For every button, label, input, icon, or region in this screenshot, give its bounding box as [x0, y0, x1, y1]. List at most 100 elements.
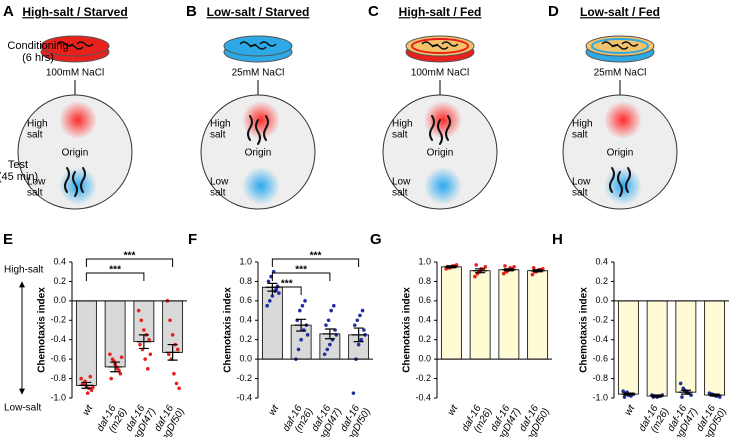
data-point: [303, 299, 307, 303]
worm: [76, 41, 94, 47]
low-salt-label: salt: [392, 188, 408, 199]
data-point: [118, 371, 123, 376]
origin-label: Origin: [427, 148, 454, 159]
y-tick-label: -0.2: [592, 315, 608, 325]
low-salt-label: Low: [392, 177, 411, 188]
y-tick-label: 0.2: [418, 334, 431, 344]
data-point: [147, 337, 151, 342]
significance-label: ***: [109, 265, 121, 276]
y-tick-label: -1.0: [592, 392, 608, 402]
error-bar: [650, 394, 665, 398]
test-plate: [200, 94, 316, 210]
low-salt-label: Low: [27, 177, 46, 188]
data-point: [530, 272, 535, 277]
y-tick-label: -0.4: [415, 392, 431, 402]
y-tick-label: -0.4: [50, 334, 66, 344]
error-bar: [707, 393, 722, 397]
bar: [646, 300, 668, 397]
worm: [64, 167, 70, 193]
y-tick-label: 0.4: [239, 315, 252, 325]
high-salt-label: High: [572, 119, 593, 130]
y-tick-label: -0.6: [592, 354, 608, 364]
nacl-label: 100mM NaCl: [46, 68, 104, 79]
worm: [263, 115, 269, 141]
side-label: High-salt: [4, 265, 44, 276]
data-point: [170, 333, 175, 337]
high-salt-spot: [242, 101, 280, 139]
data-point: [265, 303, 269, 308]
worm: [259, 41, 277, 47]
y-tick-label: 0.8: [239, 276, 252, 286]
worm: [429, 115, 435, 141]
data-point: [503, 264, 507, 268]
data-point: [355, 318, 360, 323]
high-salt-label: High: [27, 119, 48, 130]
bar: [617, 300, 639, 395]
y-axis-label: Chemotaxis index: [223, 287, 234, 373]
data-point: [329, 308, 333, 313]
origin-label: Origin: [607, 148, 634, 159]
data-point: [356, 342, 361, 347]
data-point: [483, 265, 488, 269]
y-tick-label: 0.0: [239, 354, 252, 364]
data-point: [85, 391, 90, 395]
dish-rim: [591, 38, 649, 54]
x-tick-label: daf-16 (m26): [95, 401, 130, 437]
bar: [469, 270, 491, 360]
bar: [527, 270, 549, 360]
y-axis-label: Chemotaxis index: [402, 287, 413, 373]
data-point: [298, 308, 302, 313]
data-point: [305, 333, 310, 337]
side-label: Low-salt: [4, 403, 41, 414]
row-label: (6 hrs): [22, 52, 54, 64]
panel-letter: E: [3, 231, 13, 248]
row-label: (45 min): [0, 171, 38, 183]
data-point: [322, 352, 327, 357]
x-tick-label: daf-16 (m26): [460, 401, 495, 437]
worm: [625, 167, 631, 193]
data-point: [136, 308, 141, 313]
low-salt-label: salt: [210, 188, 226, 199]
data-point: [326, 318, 331, 323]
y-tick-label: -0.2: [236, 373, 252, 383]
y-tick-label: -0.6: [50, 354, 66, 364]
bar: [261, 286, 283, 360]
panel-title: Low-salt / Fed: [580, 5, 660, 19]
test-plate: [562, 94, 678, 210]
significance-bracket: [271, 272, 331, 281]
y-tick-label: -0.4: [592, 334, 608, 344]
worm: [445, 115, 451, 141]
x-tick-label: daf-16 (m26): [637, 401, 672, 437]
high-salt-label: salt: [27, 130, 43, 141]
y-tick-label: -0.2: [50, 315, 66, 325]
low-salt-spot: [424, 167, 462, 205]
y-tick-label: -1.0: [50, 392, 66, 402]
worm: [249, 44, 267, 50]
worm: [72, 171, 78, 197]
x-tick-label: wt: [267, 402, 282, 417]
worm: [66, 44, 84, 50]
data-point: [88, 374, 93, 379]
panel-letter: B: [186, 3, 197, 20]
error-bar: [322, 328, 337, 340]
data-point: [79, 376, 83, 381]
y-tick-label: 0.2: [595, 276, 608, 286]
y-tick-label: 0.4: [418, 315, 431, 325]
worm: [621, 41, 639, 47]
bar: [498, 269, 520, 360]
significance-label: ***: [281, 279, 293, 290]
high-salt-spot: [424, 101, 462, 139]
y-tick-label: 0.0: [53, 295, 66, 305]
worm: [247, 115, 253, 141]
data-point: [148, 352, 153, 357]
y-tick-label: 0.8: [418, 276, 431, 286]
data-point: [621, 389, 625, 394]
error-bar: [621, 392, 636, 396]
y-axis-label: Chemotaxis index: [37, 287, 48, 373]
bar: [75, 300, 97, 386]
y-axis-label: Chemotaxis index: [579, 287, 590, 373]
data-point: [501, 271, 506, 276]
data-point: [166, 352, 171, 357]
bar: [675, 300, 697, 393]
data-point: [678, 381, 683, 386]
